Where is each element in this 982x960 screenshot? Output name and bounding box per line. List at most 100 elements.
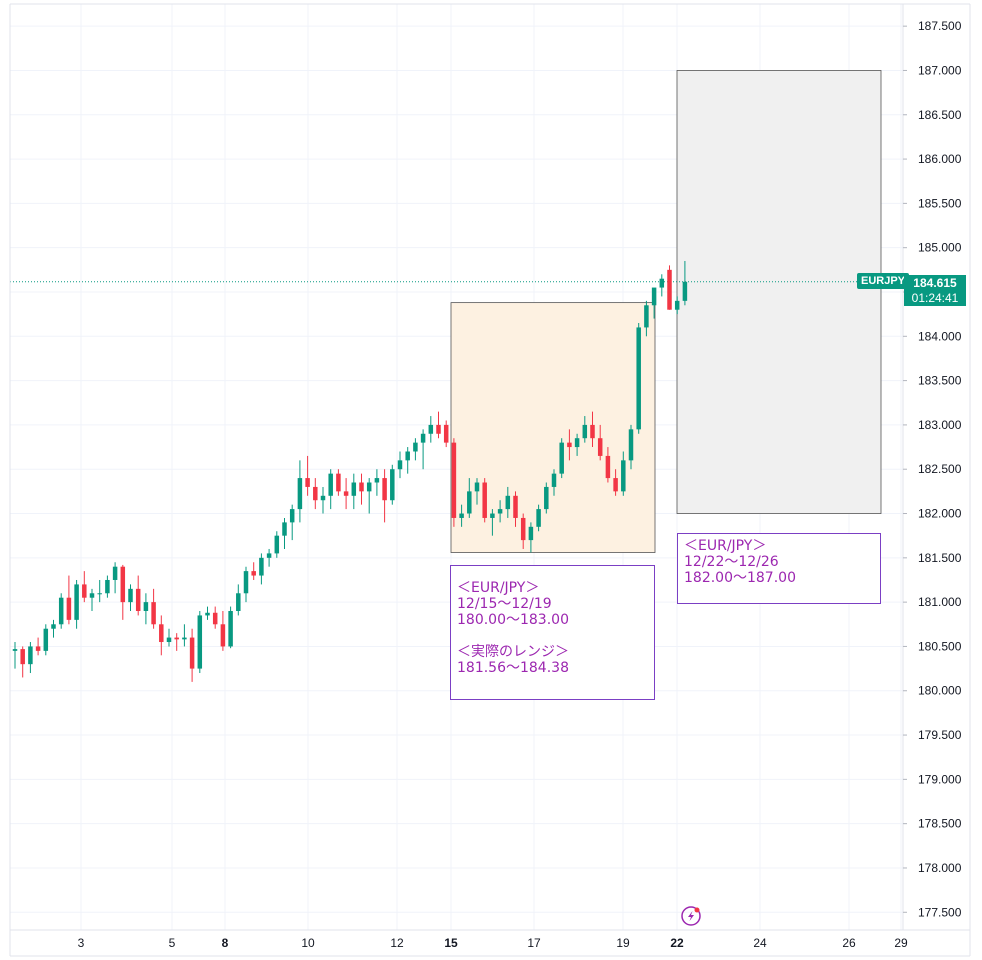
x-tick-label: 8 (222, 936, 229, 950)
y-tick-label: 187.500 (918, 19, 962, 33)
candle-body (420, 433, 426, 443)
candle-body (621, 460, 626, 492)
candle-body (151, 602, 156, 625)
y-tick-label: 180.500 (918, 639, 962, 653)
x-tick-label: 29 (894, 936, 908, 950)
y-tick-label: 177.500 (918, 905, 962, 919)
candle-body (359, 482, 364, 492)
annotation-week-1[interactable]: ＜EUR/JPY＞ 12/15〜12/19 180.00〜183.00 ＜実際の… (450, 565, 655, 700)
candle-body (197, 615, 203, 669)
candle-body (328, 473, 333, 496)
y-tick-label: 181.500 (918, 551, 962, 565)
candle-body (490, 513, 495, 518)
candles (12, 260, 688, 682)
candle-body (613, 478, 618, 492)
candle-body (397, 460, 403, 470)
candle-body (605, 455, 611, 479)
range-boxes (450, 70, 882, 553)
last-price-tag: 184.615 (904, 275, 966, 291)
candle-body (243, 571, 249, 594)
y-tick-label: 179.500 (918, 728, 962, 742)
candle-body (390, 469, 395, 501)
candle-body (451, 442, 457, 518)
lightning-icon[interactable] (681, 906, 701, 926)
candle-body (436, 424, 441, 434)
y-tick-label: 183.000 (918, 418, 962, 432)
candle-body (289, 509, 295, 523)
candle-body (128, 588, 133, 603)
candle-body (474, 482, 480, 492)
candle-body (513, 495, 518, 518)
candle-body (266, 553, 272, 558)
candle-body (105, 579, 110, 594)
candle-body (374, 478, 380, 483)
candle-body (236, 593, 241, 611)
x-tick-label: 5 (169, 936, 176, 950)
candle-body (336, 473, 341, 492)
candle-body (89, 593, 95, 598)
candle-body (651, 287, 657, 306)
symbol-tag: EURJPY (857, 273, 910, 289)
candle-body (505, 495, 511, 510)
candle-body (674, 300, 680, 310)
forecast-range-box (676, 70, 882, 514)
y-tick-label: 178.500 (918, 817, 962, 831)
candle-body (12, 649, 18, 651)
candle-body (366, 482, 372, 492)
y-tick-label: 185.000 (918, 241, 962, 255)
actual-range-box (450, 302, 656, 553)
x-tick-label: 19 (616, 936, 630, 950)
y-tick-label: 180.000 (918, 684, 962, 698)
candle-body (74, 584, 79, 620)
candle-body (228, 610, 233, 647)
y-tick-label: 186.000 (918, 152, 962, 166)
candle-body (528, 526, 534, 541)
candle-body (443, 424, 449, 443)
candle-body (120, 566, 126, 603)
candle-body (297, 478, 303, 510)
candle-body (274, 535, 280, 554)
candle-body (413, 442, 418, 452)
y-tick-label: 182.500 (918, 462, 962, 476)
x-tick-label: 15 (444, 936, 458, 950)
y-tick-label: 181.000 (918, 595, 962, 609)
y-tick-label: 183.500 (918, 374, 962, 388)
candle-body (482, 482, 487, 518)
x-tick-label: 24 (753, 936, 767, 950)
candle-body (636, 327, 641, 430)
candle-body (58, 597, 64, 625)
candle-body (159, 624, 164, 643)
candle-body (459, 513, 464, 518)
candle-body (497, 509, 503, 514)
candle-body (189, 637, 195, 669)
candle-body (405, 451, 410, 461)
candle-body (174, 637, 179, 640)
candle-body (212, 612, 218, 625)
x-tick-label: 3 (78, 936, 85, 950)
candle-body (559, 442, 564, 474)
candle-body (682, 281, 688, 301)
candle-body (205, 612, 210, 616)
y-tick-label: 179.000 (918, 772, 962, 786)
candle-body (551, 473, 557, 487)
annotation-week-2[interactable]: ＜EUR/JPY＞ 12/22〜12/26 182.00〜187.00 (677, 533, 881, 604)
candle-body (582, 424, 588, 439)
x-tick-label: 22 (670, 936, 684, 950)
candle-body (259, 557, 264, 576)
candle-body (536, 509, 541, 527)
candle-body (220, 624, 226, 647)
candle-body (428, 424, 434, 434)
y-tick-label: 184.000 (918, 329, 962, 343)
candle-body (112, 566, 118, 580)
candle-body (305, 478, 310, 487)
candle-body (520, 517, 526, 541)
candle-body (135, 588, 141, 611)
candle-body (659, 278, 665, 288)
candle-body (351, 482, 357, 496)
candle-body (574, 438, 580, 448)
candle-body (382, 478, 387, 501)
candle-body (43, 628, 49, 651)
candle-body (143, 602, 149, 611)
candle-body (20, 649, 25, 665)
